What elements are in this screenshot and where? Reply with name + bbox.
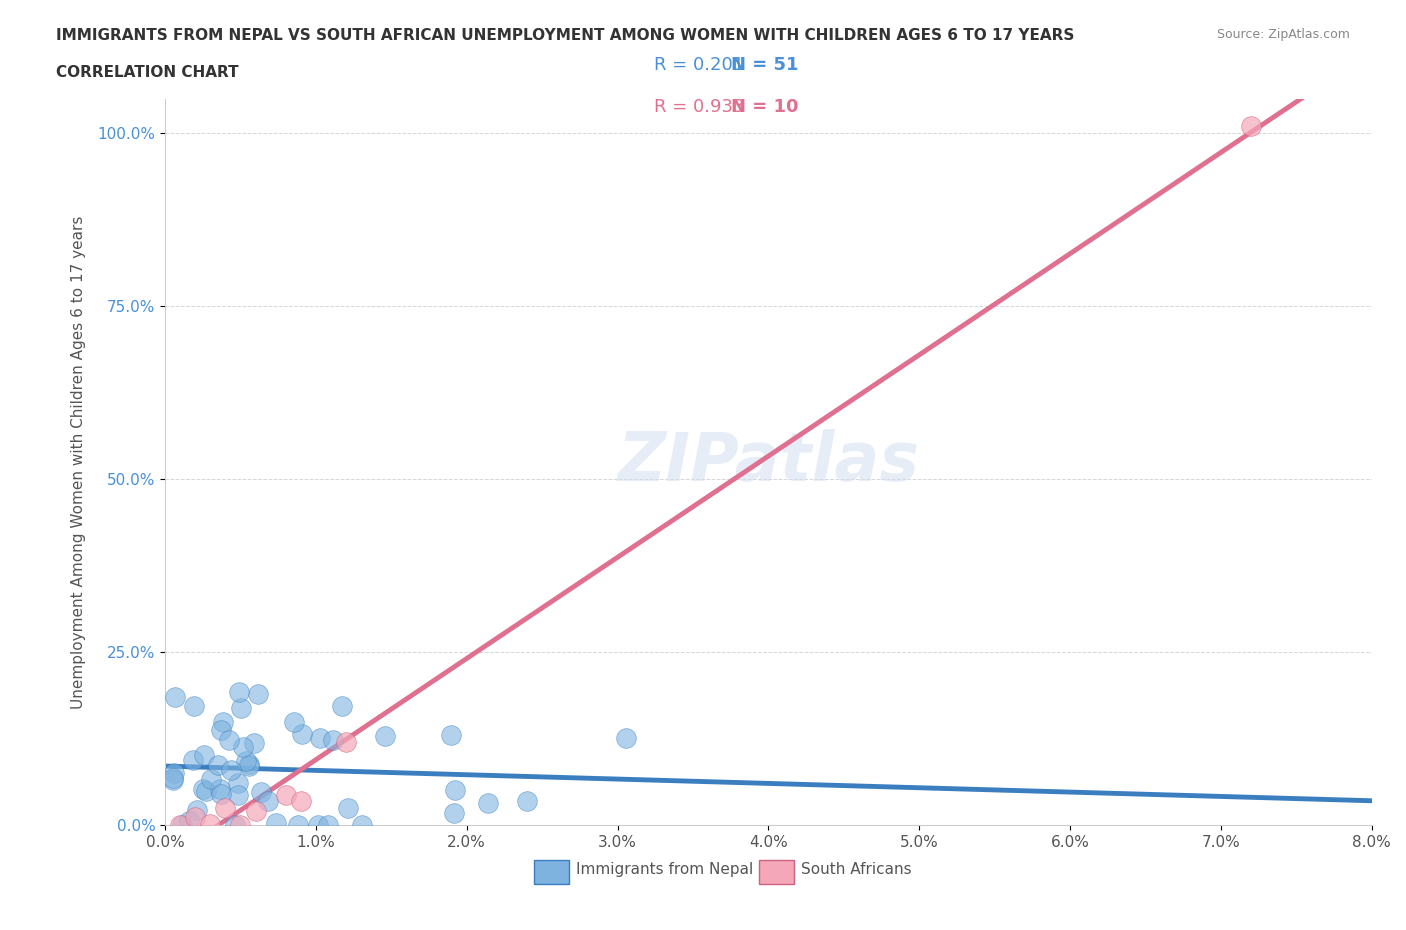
Point — [335, 735, 357, 750]
Point — [184, 810, 207, 825]
Point — [186, 803, 208, 817]
Point — [516, 794, 538, 809]
Point — [200, 771, 222, 786]
Point — [177, 814, 200, 829]
Point — [193, 748, 215, 763]
Point — [443, 805, 465, 820]
Text: CORRELATION CHART: CORRELATION CHART — [56, 65, 239, 80]
Point — [330, 698, 353, 713]
Point — [309, 731, 332, 746]
Point — [208, 781, 231, 796]
Point — [209, 723, 232, 737]
Point — [212, 715, 235, 730]
Point — [440, 727, 463, 742]
Point — [228, 685, 250, 700]
Point — [163, 765, 186, 780]
Point — [162, 773, 184, 788]
Point — [162, 771, 184, 786]
Y-axis label: Unemployment Among Women with Children Ages 6 to 17 years: Unemployment Among Women with Children A… — [72, 215, 86, 709]
Point — [195, 783, 218, 798]
Point — [374, 729, 396, 744]
Point — [283, 715, 305, 730]
Point — [250, 784, 273, 799]
Point — [163, 689, 186, 704]
Point — [256, 793, 278, 808]
Point — [322, 733, 344, 748]
Point — [238, 757, 260, 772]
Point — [247, 686, 270, 701]
Point — [307, 817, 329, 832]
Point — [229, 817, 252, 832]
Point — [218, 732, 240, 747]
Point — [226, 788, 249, 803]
Point — [245, 804, 267, 818]
Text: IMMIGRANTS FROM NEPAL VS SOUTH AFRICAN UNEMPLOYMENT AMONG WOMEN WITH CHILDREN AG: IMMIGRANTS FROM NEPAL VS SOUTH AFRICAN U… — [56, 28, 1074, 43]
Point — [264, 816, 287, 830]
Point — [226, 776, 249, 790]
Point — [169, 817, 191, 832]
Point — [181, 753, 204, 768]
Point — [336, 801, 359, 816]
Text: R = 0.201: R = 0.201 — [654, 56, 744, 73]
Text: South Africans: South Africans — [801, 862, 912, 877]
Point — [290, 793, 312, 808]
Point — [274, 788, 297, 803]
Point — [221, 763, 243, 777]
Point — [444, 782, 467, 797]
Point — [207, 758, 229, 773]
Text: Immigrants from Nepal: Immigrants from Nepal — [576, 862, 754, 877]
Point — [224, 817, 246, 832]
Point — [209, 787, 232, 802]
Point — [200, 817, 222, 831]
Point — [477, 795, 499, 810]
Text: N = 51: N = 51 — [731, 56, 799, 73]
Text: R = 0.933: R = 0.933 — [654, 98, 744, 115]
Point — [214, 801, 236, 816]
Point — [232, 739, 254, 754]
Point — [172, 817, 194, 832]
Point — [1240, 119, 1263, 134]
Point — [614, 731, 637, 746]
Point — [231, 701, 253, 716]
Point — [287, 817, 309, 832]
Point — [243, 736, 266, 751]
Point — [238, 758, 260, 773]
Point — [235, 753, 257, 768]
Point — [183, 698, 205, 713]
Text: N = 10: N = 10 — [731, 98, 799, 115]
Point — [291, 727, 314, 742]
Text: Source: ZipAtlas.com: Source: ZipAtlas.com — [1216, 28, 1350, 41]
Point — [191, 781, 214, 796]
Point — [350, 817, 373, 832]
Text: ZIPatlas: ZIPatlas — [617, 429, 920, 495]
Point — [316, 817, 339, 832]
